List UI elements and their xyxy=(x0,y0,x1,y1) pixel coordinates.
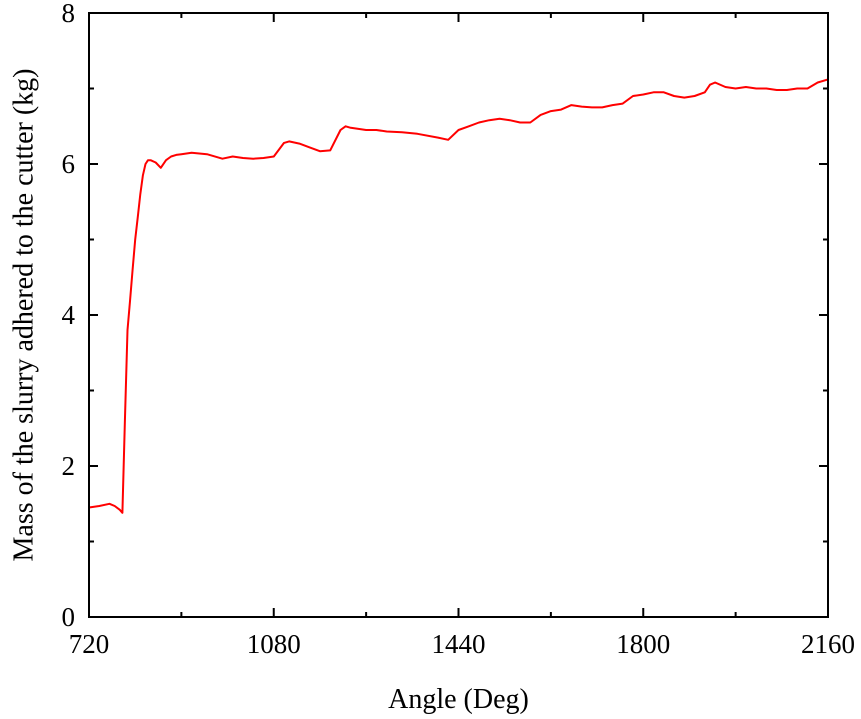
y-tick-label: 2 xyxy=(62,451,76,481)
x-tick-label: 1800 xyxy=(616,629,670,659)
x-axis-title: Angle (Deg) xyxy=(388,684,529,715)
axis-ticks xyxy=(88,12,829,618)
x-tick-label: 720 xyxy=(69,629,110,659)
series-line-1 xyxy=(88,78,829,514)
x-tick-label: 1080 xyxy=(247,629,301,659)
y-tick-label: 4 xyxy=(62,300,76,330)
x-tick-label: 1440 xyxy=(432,629,486,659)
y-tick-label: 8 xyxy=(62,0,76,28)
x-tick-label: 2160 xyxy=(801,629,855,659)
plot-frame xyxy=(88,12,829,618)
plot-content xyxy=(88,78,829,514)
y-tick-label: 0 xyxy=(62,602,76,632)
y-tick-label: 6 xyxy=(62,149,76,179)
axis-tick-labels: 720 1080 1440 1800 2160 0 2 4 6 8 xyxy=(62,0,856,659)
y-axis-title: Mass of the slurry adhered to the cutter… xyxy=(8,69,39,562)
